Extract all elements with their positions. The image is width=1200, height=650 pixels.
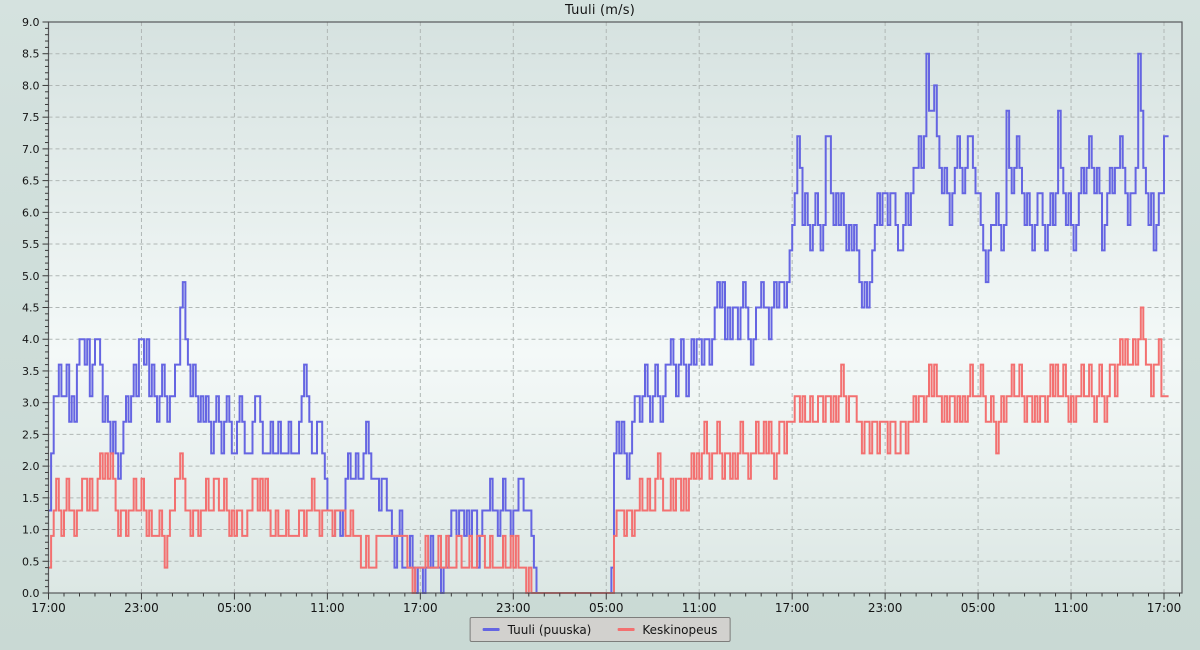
svg-text:17:00: 17:00 [403, 601, 438, 615]
svg-text:0.5: 0.5 [22, 555, 40, 568]
svg-text:2.5: 2.5 [22, 428, 40, 441]
svg-text:6.5: 6.5 [22, 175, 40, 188]
svg-text:23:00: 23:00 [124, 601, 159, 615]
svg-text:6.0: 6.0 [22, 206, 40, 219]
gust-line-swatch-icon [482, 628, 500, 631]
svg-text:11:00: 11:00 [1054, 601, 1089, 615]
svg-text:9.0: 9.0 [22, 16, 40, 29]
svg-text:5.0: 5.0 [22, 270, 40, 283]
svg-text:3.0: 3.0 [22, 397, 40, 410]
svg-text:8.0: 8.0 [22, 79, 40, 92]
svg-text:05:00: 05:00 [961, 601, 996, 615]
svg-text:17:00: 17:00 [775, 601, 810, 615]
svg-text:1.0: 1.0 [22, 524, 40, 537]
axis-ticks [42, 21, 1180, 600]
svg-text:0.0: 0.0 [22, 587, 40, 600]
svg-text:8.5: 8.5 [22, 48, 40, 61]
series-gust-line [48, 52, 1169, 594]
svg-text:7.5: 7.5 [22, 111, 40, 124]
svg-text:5.5: 5.5 [22, 238, 40, 251]
svg-text:4.5: 4.5 [22, 302, 40, 315]
legend-item-average: Keskinopeus [617, 623, 717, 637]
legend-label-gust: Tuuli (puuska) [507, 622, 592, 637]
svg-text:23:00: 23:00 [868, 601, 903, 615]
svg-text:11:00: 11:00 [310, 601, 345, 615]
legend-label-average: Keskinopeus [642, 622, 718, 637]
average-line-swatch-icon [617, 628, 635, 631]
svg-text:05:00: 05:00 [589, 601, 624, 615]
svg-text:4.0: 4.0 [22, 333, 40, 346]
axis-labels: 0.0 0.5 1.0 1.5 2.0 2.5 3.0 3.5 4.0 4.5 5.0 5.5 6.0 6… [22, 16, 1181, 615]
series-average-line [48, 306, 1169, 594]
legend-item-gust: Tuuli (puuska) [482, 622, 592, 637]
svg-text:17:00: 17:00 [1147, 601, 1182, 615]
svg-text:3.5: 3.5 [22, 365, 40, 378]
wind-chart-plot: 0.0 0.5 1.0 1.5 2.0 2.5 3.0 3.5 4.0 4.5 5.0 5.5 6.0 6… [22, 16, 1183, 615]
svg-text:17:00: 17:00 [31, 601, 66, 615]
svg-text:23:00: 23:00 [496, 601, 531, 615]
svg-text:1.5: 1.5 [22, 492, 40, 505]
svg-text:2.0: 2.0 [22, 460, 40, 473]
svg-text:05:00: 05:00 [217, 601, 252, 615]
svg-text:11:00: 11:00 [682, 601, 717, 615]
chart-title: Tuuli (m/s) [565, 3, 635, 18]
chart-legend: Tuuli (puuska) Keskinopeus [469, 617, 731, 642]
svg-text:7.0: 7.0 [22, 143, 40, 156]
